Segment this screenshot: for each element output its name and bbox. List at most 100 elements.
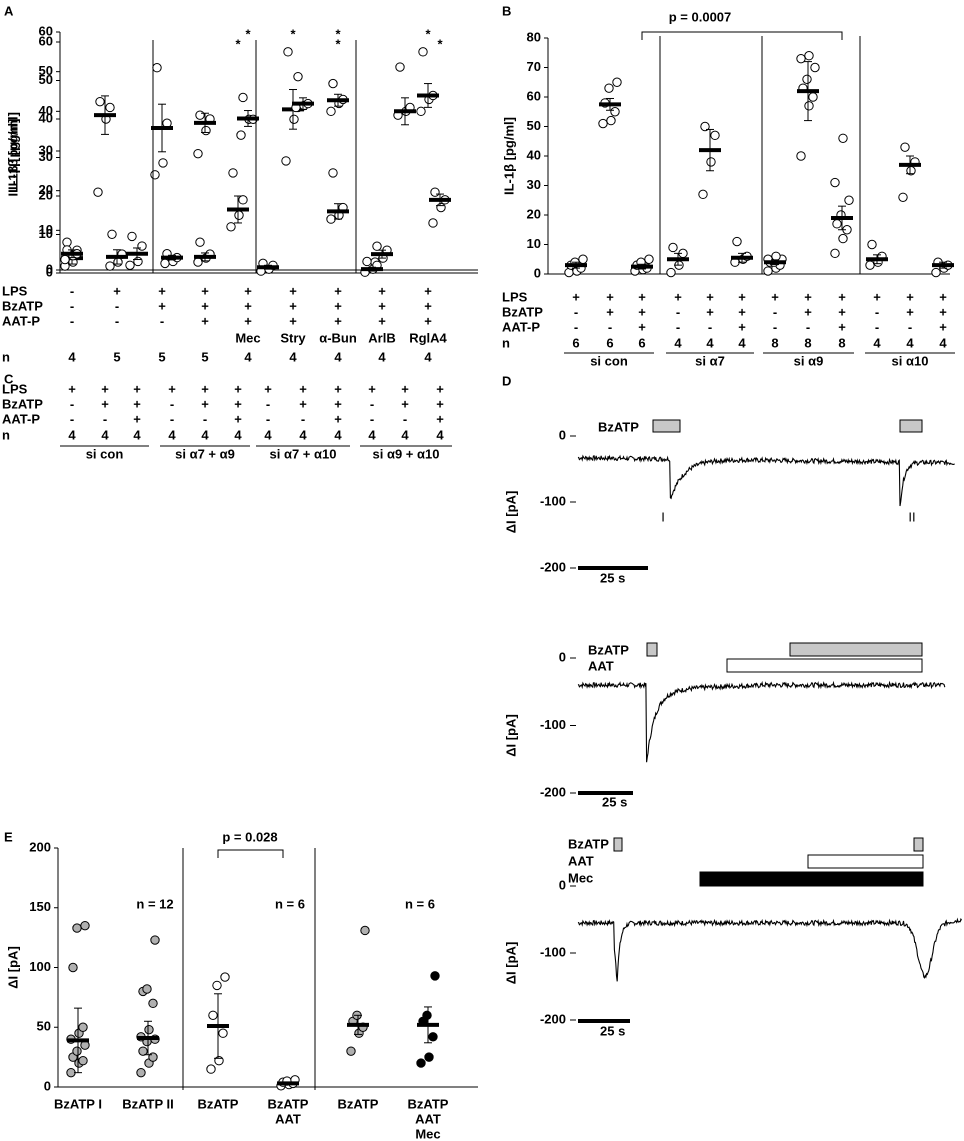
condition-sign: + xyxy=(234,396,242,411)
stimulus-label: Mec xyxy=(568,870,593,885)
condition-name: AAT-P xyxy=(2,411,40,426)
condition-sign: + xyxy=(906,304,914,319)
n-name: n xyxy=(502,335,510,350)
condition-sign: - xyxy=(773,319,777,334)
condition-sign: + xyxy=(133,411,141,426)
data-point xyxy=(362,256,372,267)
current-trace xyxy=(577,454,955,507)
data-point xyxy=(93,187,103,197)
condition-sign: - xyxy=(676,304,680,319)
data-point xyxy=(72,923,82,933)
n-value: 4 xyxy=(244,349,252,364)
data-point xyxy=(372,241,382,251)
y-tick-label: 100 xyxy=(29,959,51,974)
current-trace xyxy=(577,917,963,982)
column-label: BzATP xyxy=(268,1096,309,1111)
condition-sign: - xyxy=(70,283,74,298)
condition-sign: + xyxy=(572,289,580,304)
data-point xyxy=(152,62,162,73)
n-value: 4 xyxy=(299,427,307,442)
stimulus-label: AAT xyxy=(568,853,594,868)
data-point xyxy=(810,62,820,73)
significance-star: * xyxy=(335,26,341,41)
condition-sign: + xyxy=(706,304,714,319)
stimulus-bar xyxy=(726,658,923,673)
data-point xyxy=(898,192,908,203)
column-label: BzATP xyxy=(338,1096,379,1111)
y-tick-label: 0 xyxy=(46,261,53,276)
annotation: p = 0.028 xyxy=(222,829,277,844)
stimulus-label: BzATP xyxy=(568,836,609,851)
significance-star: * xyxy=(425,26,431,41)
condition-sign: + xyxy=(906,289,914,304)
n-value: 5 xyxy=(113,349,120,364)
data-point xyxy=(78,1022,88,1032)
data-point xyxy=(612,77,622,87)
n-value: 8 xyxy=(804,335,811,350)
condition-sign: + xyxy=(436,381,444,396)
condition-sign: + xyxy=(606,304,614,319)
condition-sign: + xyxy=(289,313,297,328)
condition-sign: + xyxy=(738,289,746,304)
y-tick-label: -200 xyxy=(540,1011,566,1026)
condition-sign: + xyxy=(201,298,209,313)
y-tick-label: 0 xyxy=(559,427,566,442)
condition-name: BzATP xyxy=(502,304,543,319)
y-tick-label: 200 xyxy=(29,839,51,854)
data-point xyxy=(158,158,168,168)
data-point xyxy=(105,102,115,113)
panel-label: A xyxy=(4,3,14,18)
data-point xyxy=(771,251,781,261)
y-tick-label: 40 xyxy=(39,110,53,125)
condition-sign: + xyxy=(133,381,141,396)
condition-sign: - xyxy=(806,319,810,334)
y-tick-label: 50 xyxy=(37,1019,51,1034)
data-point xyxy=(395,62,405,72)
condition-sign: - xyxy=(160,313,164,328)
data-point xyxy=(150,935,160,945)
condition-sign: + xyxy=(606,289,614,304)
n-value: 4 xyxy=(334,349,342,364)
condition-sign: + xyxy=(244,313,252,328)
n-value: 4 xyxy=(334,427,342,442)
data-point xyxy=(234,210,244,220)
data-point xyxy=(206,1064,216,1074)
annotation: n = 6 xyxy=(275,896,305,911)
y-tick-label: 70 xyxy=(527,59,541,74)
n-value: 4 xyxy=(264,427,272,442)
condition-sign: + xyxy=(244,283,252,298)
y-tick-label: 50 xyxy=(527,118,541,133)
n-value: 4 xyxy=(168,427,176,442)
condition-sign: + xyxy=(289,283,297,298)
n-name: n xyxy=(2,427,10,442)
data-point xyxy=(844,195,854,205)
data-point xyxy=(148,998,158,1009)
data-point xyxy=(606,115,616,126)
y-tick-label: -200 xyxy=(540,559,566,574)
data-point xyxy=(293,71,303,82)
n-value: 6 xyxy=(572,335,579,350)
condition-sign: + xyxy=(424,298,432,313)
y-tick-label: 60 xyxy=(527,88,541,103)
stimulus-bar xyxy=(613,837,623,852)
data-point xyxy=(283,47,293,57)
data-point xyxy=(127,231,137,242)
condition-sign: + xyxy=(334,283,342,298)
data-point xyxy=(610,107,620,117)
scale-bar-label: 25 s xyxy=(600,1023,625,1038)
data-point xyxy=(328,78,338,89)
condition-sign: + xyxy=(68,381,76,396)
y-axis-label: ΔI [pA] xyxy=(503,942,518,985)
data-point xyxy=(732,236,742,247)
data-point xyxy=(931,267,941,278)
y-tick-label: 0 xyxy=(44,1078,51,1093)
condition-sign: + xyxy=(234,411,242,426)
condition-sign: - xyxy=(70,396,74,411)
condition-sign: - xyxy=(908,319,912,334)
condition-sign: - xyxy=(170,396,174,411)
stimulus-bar xyxy=(646,642,658,657)
y-tick-label: -100 xyxy=(540,944,566,959)
data-point xyxy=(212,980,222,991)
data-point xyxy=(218,1028,228,1038)
